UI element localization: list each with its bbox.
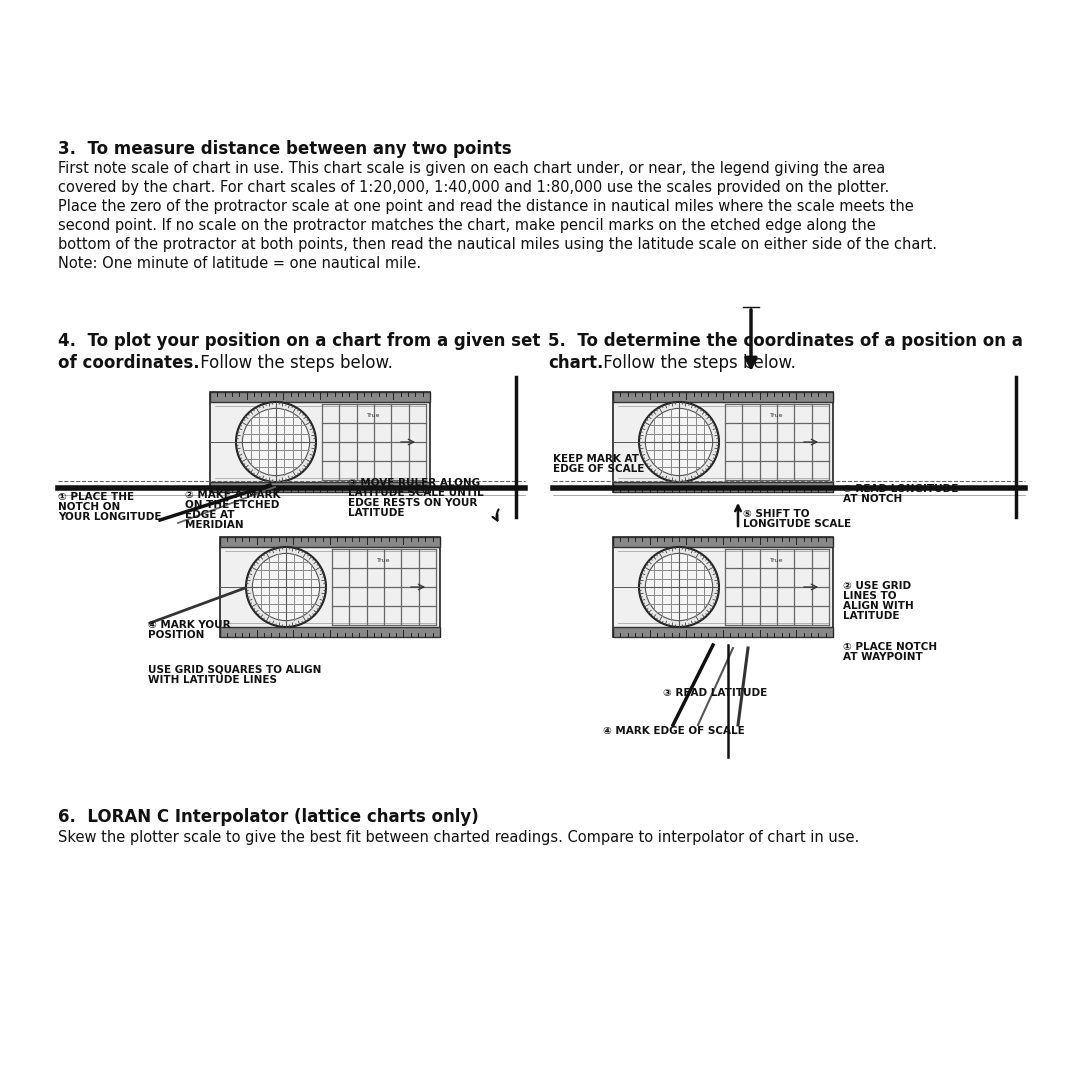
Text: 6.  LORAN C Interpolator (lattice charts only): 6. LORAN C Interpolator (lattice charts … bbox=[58, 808, 478, 826]
Text: LATITUDE SCALE UNTIL: LATITUDE SCALE UNTIL bbox=[348, 488, 484, 498]
Text: EDGE OF SCALE: EDGE OF SCALE bbox=[553, 464, 645, 474]
Text: KEEP MARK AT: KEEP MARK AT bbox=[553, 454, 639, 464]
Text: chart.: chart. bbox=[548, 354, 604, 372]
Text: ① PLACE THE: ① PLACE THE bbox=[58, 492, 134, 502]
Text: EDGE RESTS ON YOUR: EDGE RESTS ON YOUR bbox=[348, 498, 477, 508]
Text: 3.  To measure distance between any two points: 3. To measure distance between any two p… bbox=[58, 140, 512, 158]
Text: POSITION: POSITION bbox=[148, 630, 204, 640]
Text: ② USE GRID: ② USE GRID bbox=[843, 581, 912, 591]
Text: of coordinates.: of coordinates. bbox=[58, 354, 200, 372]
Text: ④ MARK YOUR: ④ MARK YOUR bbox=[148, 620, 231, 630]
Text: Follow the steps below.: Follow the steps below. bbox=[598, 354, 796, 372]
Circle shape bbox=[242, 408, 310, 475]
Text: EDGE AT: EDGE AT bbox=[185, 510, 234, 519]
Text: True: True bbox=[377, 558, 391, 563]
Text: ③ MOVE RULER ALONG: ③ MOVE RULER ALONG bbox=[348, 478, 481, 488]
Text: ② MAKE A MARK: ② MAKE A MARK bbox=[185, 490, 281, 500]
Text: ① PLACE NOTCH: ① PLACE NOTCH bbox=[843, 642, 937, 652]
Text: Place the zero of the protractor scale at one point and read the distance in nau: Place the zero of the protractor scale a… bbox=[58, 199, 914, 214]
Text: LATITUDE: LATITUDE bbox=[348, 508, 405, 518]
Text: Note: One minute of latitude = one nautical mile.: Note: One minute of latitude = one nauti… bbox=[58, 256, 421, 271]
Text: True: True bbox=[770, 558, 784, 563]
Text: ⑥ READ LONGITUDE: ⑥ READ LONGITUDE bbox=[843, 484, 958, 494]
Bar bbox=[210, 392, 430, 402]
Text: ⑤ SHIFT TO: ⑤ SHIFT TO bbox=[743, 509, 810, 519]
Text: LATITUDE: LATITUDE bbox=[843, 611, 900, 621]
Circle shape bbox=[246, 546, 326, 627]
Text: ALIGN WITH: ALIGN WITH bbox=[843, 600, 914, 611]
Circle shape bbox=[253, 553, 320, 621]
Text: NOTCH ON: NOTCH ON bbox=[58, 502, 120, 512]
Circle shape bbox=[646, 553, 713, 621]
Bar bbox=[613, 482, 833, 492]
Text: AT NOTCH: AT NOTCH bbox=[843, 494, 902, 504]
Text: True: True bbox=[770, 413, 784, 418]
Text: USE GRID SQUARES TO ALIGN: USE GRID SQUARES TO ALIGN bbox=[148, 665, 322, 675]
Text: ④ MARK EDGE OF SCALE: ④ MARK EDGE OF SCALE bbox=[603, 726, 745, 735]
Text: WITH LATITUDE LINES: WITH LATITUDE LINES bbox=[148, 675, 276, 685]
Text: second point. If no scale on the protractor matches the chart, make pencil marks: second point. If no scale on the protrac… bbox=[58, 218, 876, 233]
Text: Skew the plotter scale to give the best fit between charted readings. Compare to: Skew the plotter scale to give the best … bbox=[58, 831, 860, 845]
Circle shape bbox=[639, 402, 719, 482]
Circle shape bbox=[639, 546, 719, 627]
Bar bbox=[220, 627, 440, 637]
Text: First note scale of chart in use. This chart scale is given on each chart under,: First note scale of chart in use. This c… bbox=[58, 161, 886, 176]
Text: AT WAYPOINT: AT WAYPOINT bbox=[843, 652, 922, 662]
Bar bbox=[210, 392, 430, 492]
Circle shape bbox=[237, 402, 316, 482]
Bar bbox=[613, 392, 833, 492]
Circle shape bbox=[646, 408, 713, 475]
Text: LINES TO: LINES TO bbox=[843, 591, 896, 600]
Bar bbox=[210, 482, 430, 492]
Bar bbox=[613, 537, 833, 637]
Bar bbox=[220, 537, 440, 546]
Text: LONGITUDE SCALE: LONGITUDE SCALE bbox=[743, 519, 851, 529]
Bar bbox=[613, 537, 833, 546]
Bar bbox=[613, 392, 833, 402]
Text: bottom of the protractor at both points, then read the nautical miles using the : bottom of the protractor at both points,… bbox=[58, 237, 937, 252]
Bar bbox=[613, 627, 833, 637]
Text: True: True bbox=[367, 413, 381, 418]
Text: MERIDIAN: MERIDIAN bbox=[185, 519, 244, 530]
Bar bbox=[220, 537, 440, 637]
Text: ON THE ETCHED: ON THE ETCHED bbox=[185, 500, 280, 510]
Text: YOUR LONGITUDE: YOUR LONGITUDE bbox=[58, 512, 162, 522]
Text: 4.  To plot your position on a chart from a given set: 4. To plot your position on a chart from… bbox=[58, 332, 540, 350]
Text: ③ READ LATITUDE: ③ READ LATITUDE bbox=[663, 688, 767, 698]
Text: covered by the chart. For chart scales of 1:20,000, 1:40,000 and 1:80,000 use th: covered by the chart. For chart scales o… bbox=[58, 180, 889, 195]
Text: 5.  To determine the coordinates of a position on a: 5. To determine the coordinates of a pos… bbox=[548, 332, 1023, 350]
Text: Follow the steps below.: Follow the steps below. bbox=[195, 354, 393, 372]
